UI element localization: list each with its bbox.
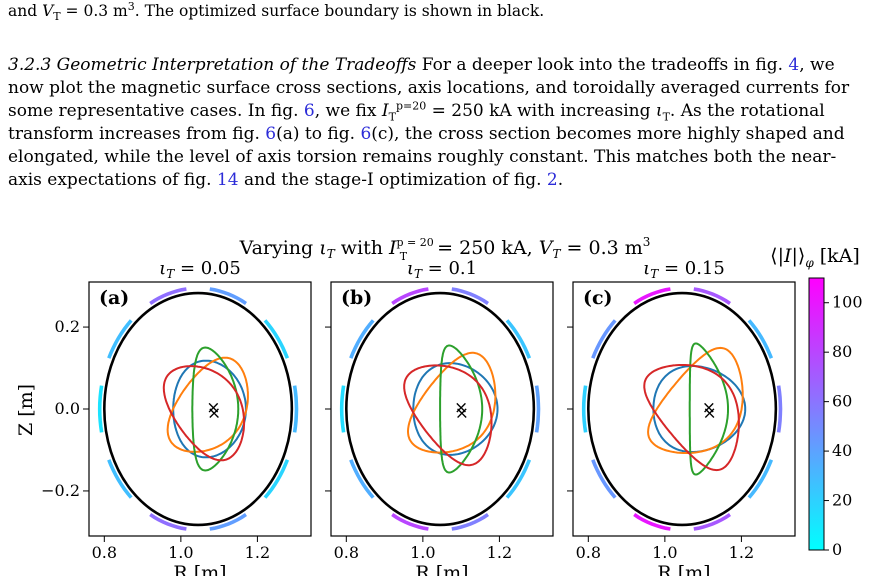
colorbar: ⟨|I|⟩φ [kA] 0 20 40 60 80 100 xyxy=(770,245,862,559)
x-tick-label: 1.0 xyxy=(652,543,677,562)
x-tick-label: 1.0 xyxy=(410,543,435,562)
colorbar-tick-label: 20 xyxy=(832,491,852,510)
coil-segment xyxy=(349,459,375,499)
coil-segment xyxy=(591,319,617,359)
colorbar-tick-label: 40 xyxy=(832,441,852,460)
colorbar-tick-label: 80 xyxy=(832,342,852,361)
fig-ref-6a[interactable]: 6 xyxy=(265,124,277,144)
fig-ref-14[interactable]: 14 xyxy=(216,170,239,190)
fig-ref-6[interactable]: 6 xyxy=(303,101,315,121)
x-tick-label: 1.2 xyxy=(487,543,512,562)
cross-section-curve xyxy=(162,365,246,462)
y-axis-label: Z [m] xyxy=(15,384,37,436)
fig-ref-4[interactable]: 4 xyxy=(788,55,800,75)
colorbar-label: ⟨|I|⟩φ [kA] xyxy=(770,245,860,270)
axis-marker: × xyxy=(454,398,468,418)
cross-section-curve xyxy=(688,342,729,476)
coil-segment xyxy=(633,287,671,305)
cross-section-curve xyxy=(643,364,740,472)
colorbar-gradient xyxy=(808,277,825,551)
coil-segment xyxy=(209,287,247,305)
coil-segment xyxy=(263,319,290,359)
x-axis-label: R [m] xyxy=(415,562,468,576)
figure-suptitle: Varying ιT with Ip = 20 T = 250 kA, VT = … xyxy=(239,235,651,263)
coil-segment xyxy=(581,385,588,433)
coil-segment xyxy=(693,513,731,531)
x-tick-label: 0.8 xyxy=(334,543,359,562)
x-tick-label: 1.2 xyxy=(729,543,754,562)
y-tick-label: 0.2 xyxy=(55,317,80,336)
coil-segment xyxy=(97,385,104,433)
panel-a: ιT = 0.05 ×× (a) 0.8 1.0 1.2 R [m] 0.2 0.0 −0.2 xyxy=(41,258,312,576)
coil-segment xyxy=(107,459,133,499)
panel-label: (b) xyxy=(341,287,372,309)
panel-label: (c) xyxy=(583,287,613,309)
colorbar-tick-label: 0 xyxy=(832,540,842,559)
section-3-2-3: 3.2.3 Geometric Interpretation of the Tr… xyxy=(8,55,850,190)
coil-segment xyxy=(149,513,187,531)
axis-marker: × xyxy=(703,403,717,423)
x-tick-label: 0.8 xyxy=(576,543,601,562)
surface-boundary xyxy=(103,291,294,527)
section-heading: 3.2.3 Geometric Interpretation of the Tr… xyxy=(8,55,417,75)
panel-title: ιT = 0.05 xyxy=(159,258,241,281)
coil-segment xyxy=(451,287,489,305)
axis-marker: × xyxy=(702,398,716,418)
x-axis-label: R [m] xyxy=(657,562,710,576)
figure-caption-tail: and VT = 0.3 m3. The optimized surface b… xyxy=(8,0,545,24)
cross-section-curve xyxy=(652,365,747,453)
coil-segment xyxy=(107,319,133,359)
figure-6: Varying ιT with Ip = 20 T = 250 kA, VT = … xyxy=(15,235,863,576)
cross-section-curve xyxy=(407,351,497,454)
coil-segment xyxy=(693,287,731,305)
panel-label: (a) xyxy=(99,287,129,309)
axes-frame xyxy=(88,281,312,537)
y-tick-label: −0.2 xyxy=(41,481,80,500)
cross-section-curve xyxy=(191,346,240,472)
coil-segment xyxy=(451,513,489,531)
surface-boundary xyxy=(587,291,778,527)
panel-title: ιT = 0.15 xyxy=(643,258,725,281)
coil-segment xyxy=(591,459,617,499)
coil-segment xyxy=(349,319,375,359)
axis-marker: × xyxy=(455,403,469,423)
y-tick-label: 0.0 xyxy=(55,399,80,418)
axis-marker: × xyxy=(206,398,220,418)
colorbar-tick-label: 60 xyxy=(832,392,852,411)
axes-frame xyxy=(330,281,554,537)
coil-segment xyxy=(505,459,532,499)
colorbar-tick-label: 100 xyxy=(832,293,863,312)
panel-title: ιT = 0.1 xyxy=(407,258,477,281)
coil-segment xyxy=(149,287,187,305)
coil-segment xyxy=(505,319,532,359)
coil-segment xyxy=(339,385,346,433)
coil-segment xyxy=(391,513,429,531)
coil-segment xyxy=(209,513,247,531)
cross-section-curve xyxy=(403,364,493,467)
x-tick-label: 0.8 xyxy=(92,543,117,562)
axes-frame xyxy=(572,281,796,537)
coil-segment xyxy=(747,319,774,359)
coil-segment xyxy=(633,513,671,531)
cross-section-curve xyxy=(647,346,744,454)
axis-marker: × xyxy=(207,403,221,423)
x-tick-label: 1.0 xyxy=(168,543,193,562)
panel-c: ιT = 0.15 ×× (c) 0.8 1.0 1.2 R [m] xyxy=(567,258,796,576)
cross-section-curve xyxy=(166,356,249,453)
panel-b: ιT = 0.1 ×× (b) 0.8 1.0 1.2 R [m] xyxy=(325,258,554,576)
coil-segment xyxy=(747,459,774,499)
coil-segment xyxy=(534,385,541,433)
coil-segment xyxy=(776,385,783,433)
x-axis-label: R [m] xyxy=(173,562,226,576)
coil-segment xyxy=(391,287,429,305)
coil-segment xyxy=(292,385,299,433)
surface-boundary xyxy=(345,291,536,527)
fig-ref-6c[interactable]: 6 xyxy=(360,124,372,144)
coil-segment xyxy=(263,459,290,499)
fig-ref-2[interactable]: 2 xyxy=(546,170,558,190)
x-tick-label: 1.2 xyxy=(245,543,270,562)
